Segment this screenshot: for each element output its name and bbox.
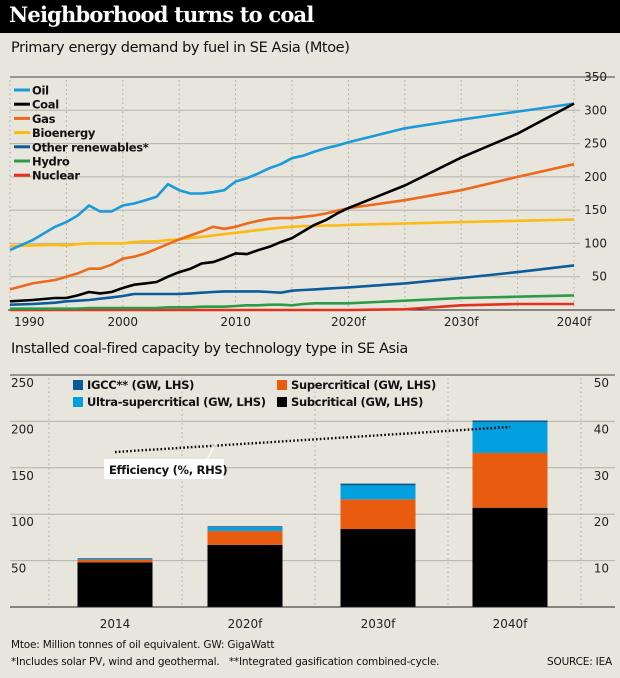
efficiency-callout-leader	[206, 442, 217, 461]
bar-segment-subcritical-gw-lhs	[77, 562, 153, 607]
y-tick-label-right: 40	[594, 422, 609, 436]
legend-swatch	[73, 397, 83, 407]
y-tick-label: 100	[584, 236, 607, 250]
legend-label: Hydro	[32, 155, 70, 169]
legend-swatch	[14, 173, 30, 177]
bar-segment-supercritical-gw-lhs	[207, 530, 283, 545]
legend-label: Bioenergy	[32, 126, 96, 140]
y-tick-label-left: 250	[11, 376, 34, 390]
y-tick-label-left: 50	[11, 562, 26, 576]
x-tick-label: 2030f	[361, 617, 397, 631]
legend-swatch	[14, 102, 30, 106]
line-chart: 50 100 150 200 250 300 350 1990 2000 2010 2020f 203…	[8, 70, 615, 329]
legend-swatch	[277, 397, 287, 407]
bar-segment-subcritical-gw-lhs	[207, 544, 283, 607]
bar-segment-ultra-supercritical-gw-lhs	[77, 558, 153, 560]
legend-swatch	[14, 159, 30, 163]
y-tick-label-right: 20	[594, 515, 609, 529]
page-title: Neighborhood turns to coal	[9, 2, 314, 27]
y-tick-label-left: 200	[11, 422, 34, 436]
bar-segment-supercritical-gw-lhs	[340, 499, 416, 530]
bar-segment-ultra-supercritical-gw-lhs	[472, 422, 548, 453]
y-tick-label: 150	[584, 203, 607, 217]
legend-label: Subcritical (GW, LHS)	[291, 395, 423, 409]
bar-segment-igcc-gw-lhs	[340, 483, 416, 486]
series-line-gas	[9, 162, 575, 291]
series-line-coal	[9, 102, 575, 303]
bar-segment-subcritical-gw-lhs	[340, 529, 416, 607]
x-tick-label: 2020f	[331, 315, 367, 329]
bar-chart-title: Installed coal-fired capacity by technol…	[11, 341, 408, 357]
series-line-other-renewables	[9, 264, 575, 306]
legend-label: Gas	[32, 112, 56, 126]
x-tick-label: 2014	[100, 617, 131, 631]
series-line-nuclear	[10, 302, 574, 312]
y-tick-label: 350	[584, 70, 607, 84]
legend-swatch	[14, 88, 30, 92]
x-tick-label: 2030f	[444, 315, 480, 329]
x-tick-label: 1990	[14, 315, 45, 329]
y-tick-label: 300	[584, 103, 607, 117]
y-tick-label-right: 30	[594, 469, 609, 483]
legend-label: IGCC** (GW, LHS)	[87, 378, 194, 392]
bar-chart: 50 100 150 200 250 10 20 30 40 50 2014 2020f 2030f 20…	[10, 374, 615, 631]
x-tick-label: 2000	[108, 315, 139, 329]
y-tick-label-left: 100	[11, 515, 34, 529]
series-line-bioenergy	[9, 218, 575, 248]
line-chart-title: Primary energy demand by fuel in SE Asia…	[11, 40, 350, 56]
bar-segment-igcc-gw-lhs	[77, 558, 153, 560]
efficiency-line	[114, 425, 511, 454]
bar-segment-igcc-gw-lhs	[207, 526, 283, 528]
legend-swatch	[277, 380, 287, 390]
series-line-hydro	[10, 294, 575, 311]
y-tick-label: 50	[592, 270, 607, 284]
y-tick-label-right: 50	[594, 376, 609, 390]
bar-segment-igcc-gw-lhs	[472, 420, 548, 423]
efficiency-label: Efficiency (%, RHS)	[109, 463, 227, 477]
legend-label: Ultra-supercritical (GW, LHS)	[87, 395, 266, 409]
footnote-units: Mtoe: Million tonnes of oil equivalent. …	[11, 639, 275, 651]
legend-label: Nuclear	[32, 169, 80, 183]
legend-swatch	[14, 131, 30, 135]
y-tick-label-right: 10	[594, 562, 609, 576]
footnote-definitions: *Includes solar PV, wind and geothermal.…	[11, 656, 440, 668]
x-tick-label: 2040f	[493, 617, 529, 631]
bar-legend: IGCC** (GW, LHS) Supercritical (GW, LHS) U…	[73, 378, 436, 409]
legend-label: Supercritical (GW, LHS)	[291, 378, 436, 392]
efficiency-label-box	[104, 459, 224, 479]
bar-segment-ultra-supercritical-gw-lhs	[340, 485, 416, 500]
y-tick-label: 250	[584, 137, 607, 151]
y-tick-label-left: 150	[11, 469, 34, 483]
legend-label: Other renewables*	[32, 140, 149, 154]
bar-segment-supercritical-gw-lhs	[77, 559, 153, 563]
bar-segment-subcritical-gw-lhs	[472, 507, 548, 607]
legend-swatch	[73, 380, 83, 390]
legend-label: Oil	[32, 84, 49, 98]
bar-segment-supercritical-gw-lhs	[472, 452, 548, 508]
bar-segment-ultra-supercritical-gw-lhs	[207, 527, 283, 531]
y-tick-label: 200	[584, 170, 607, 184]
x-tick-label: 2020f	[228, 617, 264, 631]
source-credit: SOURCE: IEA	[547, 656, 612, 668]
x-tick-label: 2040f	[557, 315, 593, 329]
legend-swatch	[14, 116, 30, 120]
x-tick-label: 2010	[220, 315, 251, 329]
title-bar: Neighborhood turns to coal	[0, 0, 620, 33]
legend-swatch	[14, 145, 30, 149]
series-line-oil	[9, 102, 575, 252]
legend-label: Coal	[32, 98, 59, 112]
